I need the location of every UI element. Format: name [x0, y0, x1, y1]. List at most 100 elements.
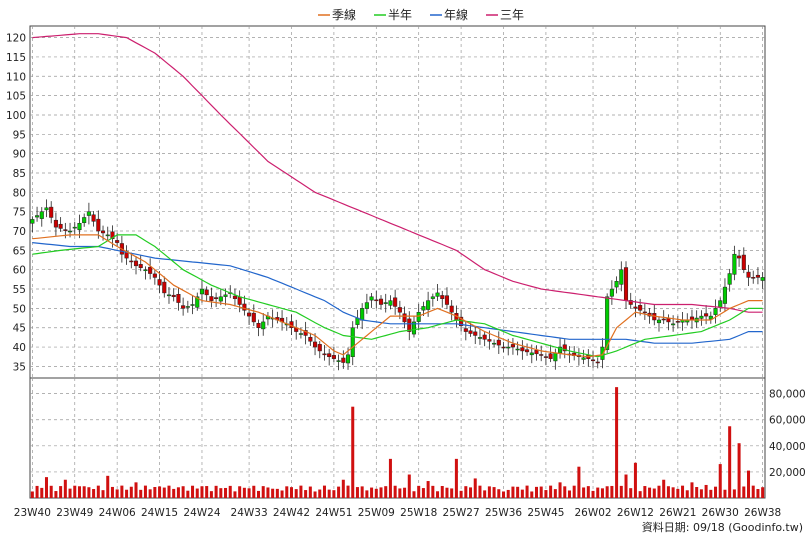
volume-bar [563, 486, 567, 498]
volume-bar [600, 488, 604, 498]
legend: 季線 半年 年線 三年 [318, 7, 524, 22]
ma-quarter-line [32, 234, 763, 358]
price-tick-label: 40 [13, 342, 26, 354]
volume-bar [82, 486, 86, 498]
volume-bar [676, 488, 680, 498]
candle-body [449, 305, 454, 313]
volume-bar [450, 488, 454, 498]
volume-bars [30, 387, 765, 498]
x-tick-label: 24W42 [273, 507, 310, 519]
ma-3year-line [32, 33, 763, 313]
volume-bar [662, 479, 666, 498]
volume-bar [191, 485, 195, 498]
candle-body [539, 354, 544, 356]
candle-body [209, 296, 214, 301]
volume-bar [219, 488, 223, 498]
volume-bar [318, 489, 322, 498]
volume-bar [92, 489, 96, 498]
price-tick-label: 95 [13, 129, 26, 141]
candle-body [105, 234, 110, 237]
volume-tick-label: 20,000 [769, 467, 806, 479]
volume-bar [440, 485, 444, 498]
candle-body [247, 312, 252, 317]
x-tick-label: 24W24 [183, 507, 220, 519]
candle-body [704, 313, 709, 317]
volume-bar [407, 474, 411, 498]
volume-bar [473, 478, 477, 498]
candle-body [157, 279, 162, 286]
candle-body [732, 253, 737, 275]
volume-bar [280, 490, 284, 498]
candle-body [440, 295, 445, 299]
source-note: 資料日期: 09/18 (Goodinfo.tw) [642, 520, 803, 534]
candle-body [388, 300, 393, 306]
candle-body [671, 323, 676, 326]
x-tick-label: 26W21 [659, 507, 696, 519]
volume-bar [148, 489, 152, 498]
volume-bar [492, 487, 496, 498]
price-tick-label: 55 [13, 284, 26, 296]
candle-body [204, 289, 209, 296]
volume-bar [49, 485, 53, 498]
candle-body [378, 298, 384, 305]
volume-bar [176, 487, 180, 498]
volume-bar [761, 487, 765, 498]
volume-bar [714, 486, 718, 498]
volume-bar [530, 491, 534, 498]
volume-bar [718, 464, 722, 498]
volume-bar [87, 487, 91, 498]
volume-bar [143, 485, 147, 498]
candle-body [708, 315, 713, 320]
candle-body [430, 296, 435, 299]
price-tick-label: 75 [13, 207, 26, 219]
candle-body [138, 264, 143, 269]
volume-bar [539, 486, 543, 498]
volume-tick-label: 40,000 [769, 441, 806, 453]
candle-body [223, 294, 228, 297]
volume-bar [756, 489, 760, 498]
candle-body [110, 231, 115, 239]
volume-bar [308, 486, 312, 498]
candle-body [49, 206, 54, 218]
candle-body [181, 305, 186, 309]
volume-bar [615, 387, 619, 498]
volume-bar [638, 491, 642, 498]
volume-bar [572, 485, 576, 498]
candle-body [218, 296, 223, 302]
volume-bar [261, 486, 265, 498]
candle-body [407, 318, 412, 332]
candle-body [751, 277, 756, 279]
volume-bar [520, 489, 524, 498]
volume-bar [582, 487, 586, 498]
volume-bar [200, 486, 204, 498]
x-axis: 23W40 23W49 24W06 24W15 24W24 24W33 24W42 24W51… [14, 507, 781, 519]
candle-body [44, 207, 49, 211]
x-tick-label: 24W51 [315, 507, 352, 519]
candle-body [473, 331, 478, 336]
volume-bar [68, 488, 72, 498]
volume-bar [695, 487, 699, 498]
price-tick-label: 50 [13, 303, 26, 315]
candle-body [68, 230, 73, 233]
volume-bar [337, 486, 341, 498]
volume-bar [162, 487, 166, 498]
volume-tick-label: 80,000 [769, 389, 806, 401]
candle-body [251, 312, 256, 323]
volume-bar [30, 491, 34, 498]
volume-bar [247, 488, 251, 498]
candle-body [609, 288, 614, 297]
volume-bar [643, 486, 647, 498]
volume-bar [73, 485, 77, 498]
candle-body [30, 219, 35, 224]
candle-body [148, 266, 153, 274]
volume-bar [681, 485, 685, 498]
volume-bar [388, 458, 392, 498]
volume-bar [577, 466, 581, 498]
volume-bar [134, 482, 138, 498]
volume-bar [125, 489, 129, 498]
price-tick-label: 90 [13, 149, 26, 161]
volume-bar [487, 486, 491, 498]
candle-body [492, 342, 497, 345]
volume-bar [549, 485, 553, 498]
